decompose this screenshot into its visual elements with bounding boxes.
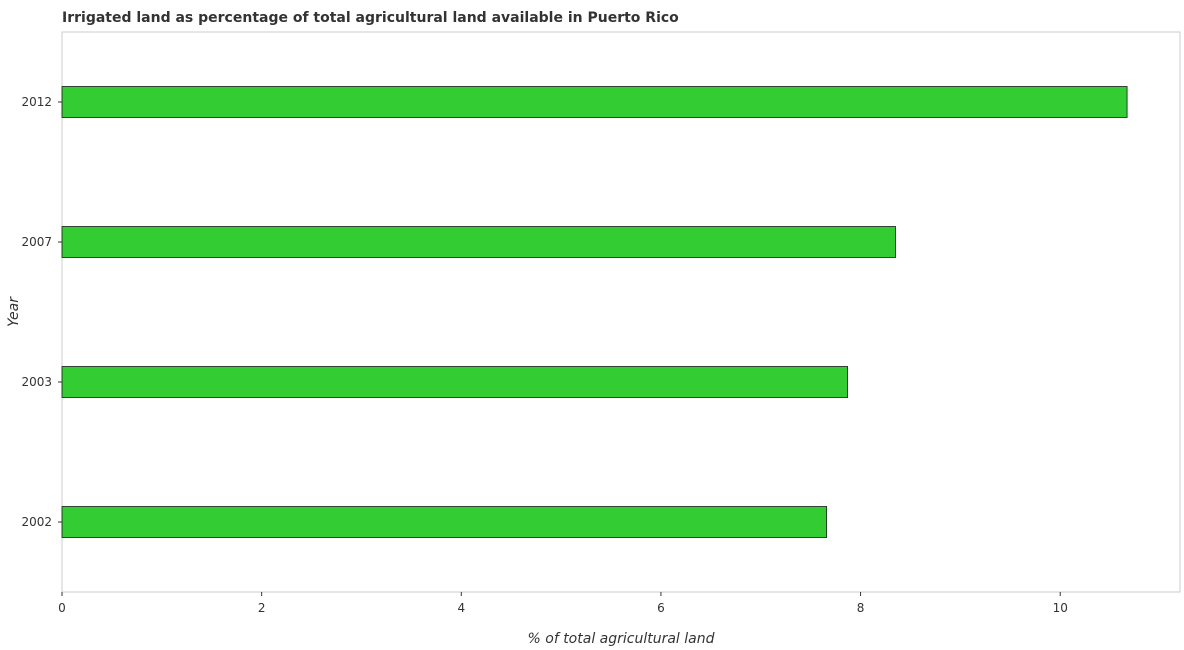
x-tick-label: 8: [857, 601, 865, 615]
x-tick-label: 10: [1053, 601, 1068, 615]
x-axis-title: % of total agricultural land: [528, 631, 715, 647]
bars-group: [61, 86, 1128, 538]
bar-2007: [61, 226, 896, 258]
y-axis-ticks: 2002 2003 2007 2012: [21, 95, 62, 529]
x-tick-label: 6: [657, 601, 665, 615]
x-tick-label: 4: [457, 601, 465, 615]
x-axis-ticks: 0 2 4 6 8 10: [58, 592, 1068, 615]
plot-area: [61, 31, 1181, 593]
y-tick-label: 2002: [21, 515, 52, 529]
x-tick-label: 0: [58, 601, 66, 615]
chart-title: Irrigated land as percentage of total ag…: [62, 10, 679, 26]
bar-2002: [61, 506, 828, 538]
bar-2003: [61, 366, 848, 398]
y-tick-label: 2012: [21, 95, 52, 109]
y-tick-label: 2007: [21, 235, 52, 249]
y-tick-label: 2003: [21, 375, 52, 389]
bar-2012: [61, 86, 1128, 118]
y-axis-title: Year: [6, 296, 22, 327]
x-tick-label: 2: [258, 601, 266, 615]
